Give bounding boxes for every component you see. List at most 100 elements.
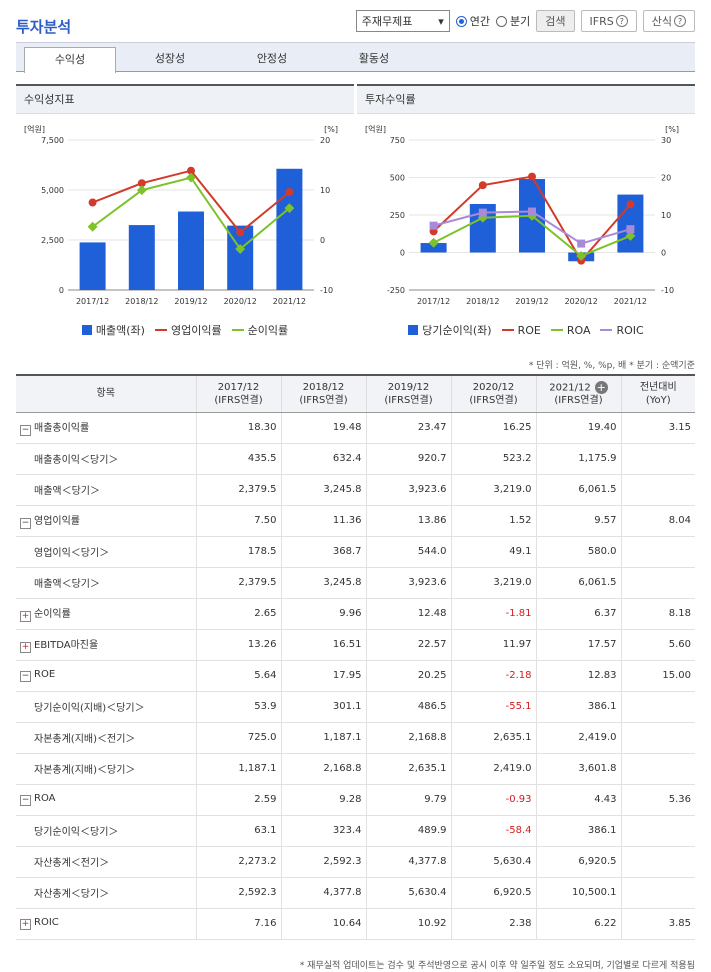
table-cell: 2.65 (195, 598, 281, 630)
table-cell: 11.36 (280, 505, 366, 537)
header-text: (IFRS연결) (214, 394, 263, 406)
table-row: 매출액＜당기＞ 2,379.5 3,245.8 3,923.6 3,219.0 6,061… (16, 567, 695, 599)
row-label[interactable]: − 영업이익률 (16, 505, 196, 537)
left-tick-label: 0 (400, 249, 405, 258)
left-tick-label: 2,500 (41, 236, 64, 245)
table-cell: 16.51 (280, 629, 366, 661)
table-cell: 2,635.1 (450, 722, 536, 754)
expand-icon[interactable]: + (20, 918, 31, 930)
chart-legend: 당기순이익(좌) ROE ROA ROIC (357, 322, 695, 338)
table-cell: 2,379.5 (195, 474, 281, 506)
table-cell: 725.0 (195, 722, 281, 754)
tab-profitability[interactable]: 수익성 (24, 47, 116, 73)
row-label[interactable]: − ROE (16, 660, 196, 692)
unit-note: * 단위 : 억원, %, %p, 배 * 분기 : 순액기준 (528, 361, 695, 371)
table-cell: 5,630.4 (365, 877, 451, 909)
expand-icon[interactable]: + (20, 610, 31, 622)
table-cell: 6.37 (535, 598, 621, 630)
row-label[interactable]: + ROIC (16, 908, 196, 940)
right-tick-label: 20 (661, 174, 671, 183)
bar (178, 211, 204, 290)
row-label-text: 당기순이익(지배)＜당기＞ (34, 703, 145, 714)
data-point (236, 228, 245, 237)
return-chart: [억원] [%] -250 0 250 500 750 -10 0 10 20 30 2017/12 20… (365, 124, 679, 306)
header-text: 항목 (96, 388, 115, 400)
line-swatch-icon (231, 329, 244, 331)
table-cell (620, 474, 695, 506)
tab-activity[interactable]: 활동성 (358, 52, 390, 65)
legend-label: ROE (517, 323, 541, 337)
table-cell: 19.40 (535, 412, 621, 444)
table-cell: 17.57 (535, 629, 621, 661)
table-row: + ROIC 7.16 10.64 10.92 2.38 6.22 3.85 (16, 908, 695, 940)
table-cell: 6,061.5 (535, 567, 621, 599)
search-button[interactable]: 검색 (536, 10, 575, 32)
x-tick-label: 2017/12 (417, 297, 450, 306)
chart-title: 투자수익률 (357, 86, 695, 114)
table-cell: 6,920.5 (450, 877, 536, 909)
header-text: (IFRS연결) (299, 394, 348, 406)
collapse-icon[interactable]: − (20, 794, 31, 806)
legend-item: 영업이익률 (154, 322, 222, 338)
table-cell: 18.30 (195, 412, 281, 444)
table-cell: 2,592.3 (195, 877, 281, 909)
collapse-icon[interactable]: − (20, 424, 31, 436)
header-text: (YoY) (645, 394, 671, 406)
legend-item: 순이익률 (231, 322, 288, 338)
collapse-icon[interactable]: − (20, 670, 31, 682)
table-row: 자산총계＜당기＞ 2,592.3 4,377.8 5,630.4 6,920.5 10,5… (16, 877, 695, 909)
table-row: 자산총계＜전기＞ 2,273.2 2,592.3 4,377.8 5,630.4 6,92… (16, 846, 695, 878)
row-label-text: 영업이익률 (34, 516, 80, 528)
header-text: 2019/12 (387, 381, 430, 393)
table-cell: 435.5 (195, 443, 281, 475)
table-cell: 15.00 (620, 660, 695, 692)
line-swatch-icon (600, 329, 613, 331)
legend-item: ROA (550, 324, 590, 337)
row-label[interactable]: − ROA (16, 784, 196, 816)
help-icon: ? (674, 15, 686, 27)
table-cell (620, 753, 695, 785)
row-label[interactable]: + 순이익률 (16, 598, 196, 630)
table-row: 당기순이익(지배)＜당기＞ 53.9 301.1 486.5 -55.1 386.1 (16, 691, 695, 723)
column-header: 2017/12 (IFRS연결) (195, 374, 281, 413)
column-header: 2019/12 (IFRS연결) (365, 374, 451, 413)
bar (276, 168, 303, 290)
right-tick-label: 30 (661, 136, 671, 145)
data-point (528, 207, 536, 216)
data-point (137, 179, 146, 188)
row-label[interactable]: + EBITDA마진율 (16, 629, 196, 661)
table-cell: 12.83 (535, 660, 621, 692)
table-cell: 10.92 (365, 908, 451, 940)
table-cell: 16.25 (450, 412, 536, 444)
row-label: 매출액＜당기＞ (16, 474, 196, 506)
table-cell: 1,187.1 (195, 753, 281, 785)
table-row: 매출총이익＜당기＞ 435.5 632.4 920.7 523.2 1,175.9 (16, 443, 695, 475)
table-cell: 63.1 (195, 815, 281, 847)
table-cell: 20.25 (365, 660, 451, 692)
radio-quarter[interactable]: 분기 (496, 13, 530, 29)
expand-icon[interactable]: + (20, 641, 31, 653)
table-cell: 13.86 (365, 505, 451, 537)
legend-label: ROIC (616, 323, 644, 337)
radio-annual[interactable]: 연간 (455, 13, 490, 29)
row-label: 자본총계(지배)＜전기＞ (16, 722, 196, 754)
x-tick-label: 2021/12 (273, 297, 306, 306)
x-tick-label: 2019/12 (174, 297, 207, 306)
header-text: (IFRS연결) (469, 394, 518, 406)
tab-growth[interactable]: 성장성 (154, 52, 186, 65)
formula-button[interactable]: 산식? (642, 10, 695, 32)
row-label[interactable]: − 매출총이익률 (16, 412, 196, 444)
tab-stability[interactable]: 안정성 (256, 52, 288, 65)
data-point (429, 221, 438, 230)
data-point (626, 225, 635, 234)
collapse-icon[interactable]: − (20, 517, 31, 529)
table-cell: 19.48 (280, 412, 366, 444)
add-column-icon[interactable]: + (594, 380, 608, 394)
ifrs-button[interactable]: IFRS? (580, 10, 637, 32)
row-label: 자산총계＜당기＞ (16, 877, 196, 909)
x-tick-label: 2017/12 (76, 297, 109, 306)
line-swatch-icon (550, 329, 563, 331)
left-tick-label: 250 (390, 211, 405, 220)
table-cell: 489.9 (365, 815, 451, 847)
statement-select[interactable]: 주재무제표 ▾ (355, 10, 450, 32)
